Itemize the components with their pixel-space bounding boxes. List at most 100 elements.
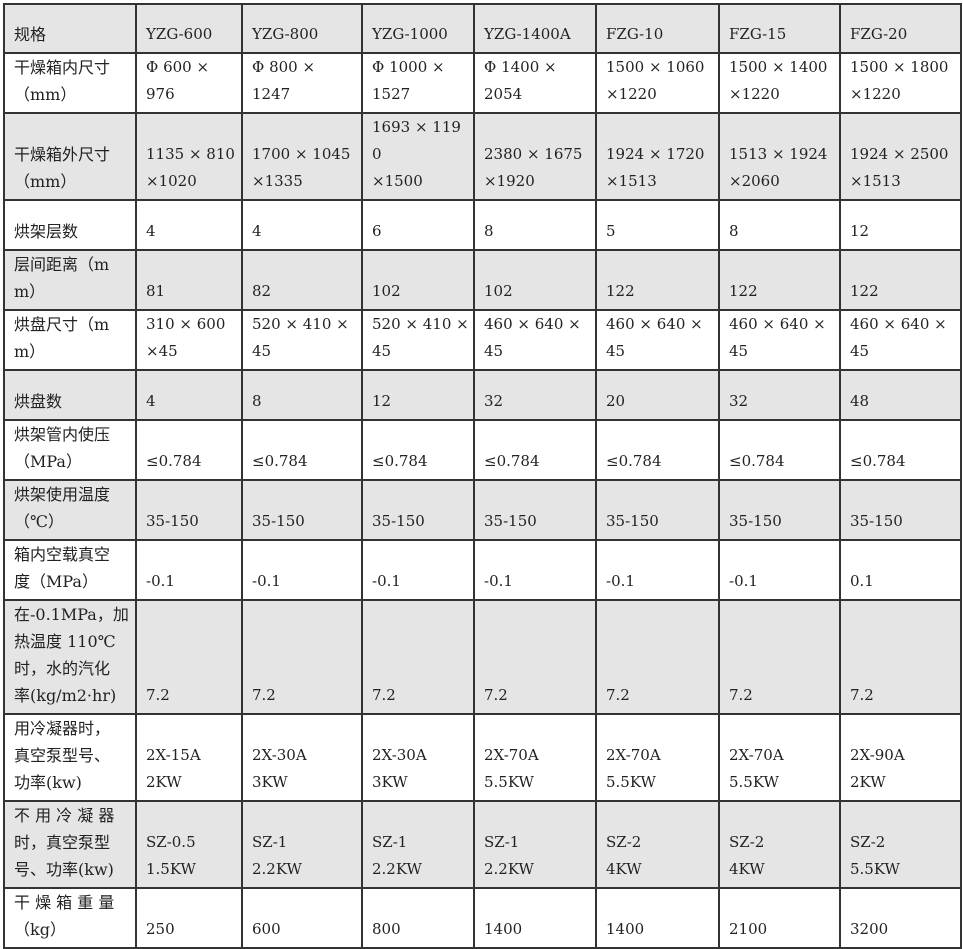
table-row: 烘盘数 4 8 12 32 20 32 48 [3, 369, 962, 421]
table-cell: 7.2 [361, 599, 475, 715]
header-spec-label: 规格 [3, 3, 137, 54]
table-cell: 8 [718, 199, 841, 251]
table-cell: 8 [241, 369, 363, 421]
table-cell: 2100 [718, 887, 841, 949]
table-cell: 102 [361, 249, 475, 311]
header-row: 规格 YZG-600 YZG-800 YZG-1000 YZG-1400A FZG-10 F… [3, 3, 962, 54]
row-label: 干燥箱外尺寸 （mm） [3, 112, 137, 201]
row-label: 箱内空载真空 度（MPa） [3, 539, 137, 601]
table-cell: ≤0.784 [135, 419, 243, 481]
table-cell: 1924 × 2500 ×1513 [839, 112, 962, 201]
table-cell: 0.1 [839, 539, 962, 601]
table-row: 层间距离（mm） 81 82 102 102 122 122 122 [3, 249, 962, 311]
table-cell: 32 [473, 369, 597, 421]
table-cell: 7.2 [839, 599, 962, 715]
table-cell: ≤0.784 [839, 419, 962, 481]
table-cell: 35-150 [718, 479, 841, 541]
table-cell: 4 [135, 369, 243, 421]
row-label: 干燥箱内尺寸 （mm） [3, 52, 137, 114]
table-cell: 2X-70A 5.5KW [595, 713, 720, 802]
table-row: 烘架使用温度 （℃） 35-150 35-150 35-150 35-150 35-150… [3, 479, 962, 541]
table-cell: 12 [839, 199, 962, 251]
header-model: FZG-10 [595, 3, 720, 54]
table-cell: 7.2 [241, 599, 363, 715]
table-cell: 1500 × 1800 ×1220 [839, 52, 962, 114]
table-row: 箱内空载真空 度（MPa） -0.1 -0.1 -0.1 -0.1 -0.1 -0.1 0.1 [3, 539, 962, 601]
table-cell: 250 [135, 887, 243, 949]
table-cell: 122 [839, 249, 962, 311]
table-cell: 460 × 640 × 45 [718, 309, 841, 371]
table-cell: 460 × 640 × 45 [839, 309, 962, 371]
table-cell: -0.1 [241, 539, 363, 601]
table-cell: ≤0.784 [361, 419, 475, 481]
table-cell: SZ-1 2.2KW [361, 800, 475, 889]
table-cell: SZ-2 4KW [718, 800, 841, 889]
table-cell: 4 [135, 199, 243, 251]
row-label: 不 用 冷 凝 器 时，真空泵型 号、功率(kw) [3, 800, 137, 889]
table-cell: -0.1 [718, 539, 841, 601]
row-label: 烘架管内使压 （MPa） [3, 419, 137, 481]
header-model: YZG-1400A [473, 3, 597, 54]
table-cell: 4 [241, 199, 363, 251]
table-cell: 35-150 [361, 479, 475, 541]
table-cell: 122 [718, 249, 841, 311]
table-cell: 2X-90A 2KW [839, 713, 962, 802]
table-cell: Φ 1000 × 1527 [361, 52, 475, 114]
table-cell: 2X-30A 3KW [361, 713, 475, 802]
table-cell: 35-150 [473, 479, 597, 541]
table-cell: 2X-15A 2KW [135, 713, 243, 802]
table-cell: ≤0.784 [718, 419, 841, 481]
table-cell: -0.1 [595, 539, 720, 601]
table-cell: Φ 600 × 976 [135, 52, 243, 114]
table-cell: 1513 × 1924 ×2060 [718, 112, 841, 201]
table-cell: 8 [473, 199, 597, 251]
row-label: 烘架使用温度 （℃） [3, 479, 137, 541]
row-label: 烘架层数 [3, 199, 137, 251]
table-cell: SZ-0.5 1.5KW [135, 800, 243, 889]
table-cell: 35-150 [595, 479, 720, 541]
table-cell: 1500 × 1400 ×1220 [718, 52, 841, 114]
table-cell: 7.2 [473, 599, 597, 715]
table-cell: 35-150 [241, 479, 363, 541]
table-cell: 6 [361, 199, 475, 251]
table-row: 烘架管内使压 （MPa） ≤0.784 ≤0.784 ≤0.784 ≤0.784 ≤0.7… [3, 419, 962, 481]
row-label: 烘盘数 [3, 369, 137, 421]
row-label: 干 燥 箱 重 量 （kg） [3, 887, 137, 949]
row-label: 用冷凝器时， 真空泵型号、 功率(kw) [3, 713, 137, 802]
header-model: YZG-600 [135, 3, 243, 54]
table-cell: ≤0.784 [473, 419, 597, 481]
table-cell: 20 [595, 369, 720, 421]
table-row: 不 用 冷 凝 器 时，真空泵型 号、功率(kw) SZ-0.5 1.5KW SZ-… [3, 800, 962, 889]
row-label: 层间距离（mm） [3, 249, 137, 311]
table-cell: -0.1 [361, 539, 475, 601]
table-cell: Φ 1400 × 2054 [473, 52, 597, 114]
table-cell: ≤0.784 [595, 419, 720, 481]
table-cell: 2380 × 1675 ×1920 [473, 112, 597, 201]
table-row: 烘架层数 4 4 6 8 5 8 12 [3, 199, 962, 251]
table-cell: SZ-1 2.2KW [241, 800, 363, 889]
table-cell: 81 [135, 249, 243, 311]
row-label: 烘盘尺寸（mm） [3, 309, 137, 371]
table-cell: Φ 800 × 1247 [241, 52, 363, 114]
table-row: 用冷凝器时， 真空泵型号、 功率(kw) 2X-15A 2KW 2X-30A 3KW… [3, 713, 962, 802]
table-cell: 2X-70A 5.5KW [718, 713, 841, 802]
table-cell: 32 [718, 369, 841, 421]
table-cell: SZ-1 2.2KW [473, 800, 597, 889]
table-cell: 122 [595, 249, 720, 311]
row-label: 在-0.1MPa，加 热温度 110℃ 时，水的汽化 率(kg/m2·hr) [3, 599, 137, 715]
table-cell: 3200 [839, 887, 962, 949]
header-model: FZG-15 [718, 3, 841, 54]
table-cell: 1693 × 1190 ×1500 [361, 112, 475, 201]
table-cell: 800 [361, 887, 475, 949]
table-cell: 7.2 [595, 599, 720, 715]
table-cell: 82 [241, 249, 363, 311]
table-cell: 1400 [473, 887, 597, 949]
table-cell: 7.2 [718, 599, 841, 715]
table-cell: -0.1 [135, 539, 243, 601]
table-cell: 1500 × 1060 ×1220 [595, 52, 720, 114]
table-row: 在-0.1MPa，加 热温度 110℃ 时，水的汽化 率(kg/m2·hr) 7.… [3, 599, 962, 715]
table-cell: 2X-70A 5.5KW [473, 713, 597, 802]
table-cell: 600 [241, 887, 363, 949]
table-cell: 1135 × 810 ×1020 [135, 112, 243, 201]
table-cell: -0.1 [473, 539, 597, 601]
